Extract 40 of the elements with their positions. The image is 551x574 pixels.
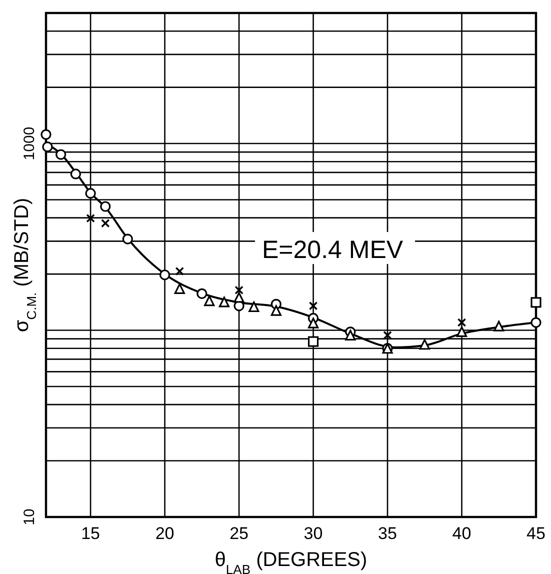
point: [345, 330, 356, 340]
point: [494, 320, 504, 332]
point: [218, 296, 230, 308]
point: [457, 318, 466, 327]
x-tick-label: 25: [230, 524, 248, 543]
point: [270, 305, 282, 316]
point: [308, 318, 319, 328]
y-tick-label: 10: [21, 508, 38, 526]
x-tick-label: 15: [81, 524, 100, 543]
point: [456, 326, 468, 338]
x-tick-label: 35: [378, 524, 397, 543]
point: [419, 339, 430, 350]
point: [308, 336, 319, 347]
x-tick-label: 20: [155, 524, 174, 543]
point: [86, 214, 95, 223]
point: [42, 142, 53, 152]
point: [122, 234, 133, 244]
point: [196, 288, 208, 299]
point: [100, 218, 110, 228]
point: [159, 270, 170, 280]
x-axis-title: θ$_{LAB}$ (DEGREES): [214, 549, 368, 574]
point: [308, 302, 318, 310]
point: [70, 168, 81, 180]
x-tick-label: 40: [452, 524, 472, 543]
point: [40, 129, 52, 140]
point: [100, 201, 111, 212]
point: [234, 286, 244, 295]
point: [85, 188, 96, 199]
point: [56, 149, 66, 160]
point: [248, 301, 260, 312]
y-tick-label: 1000: [21, 126, 38, 160]
point: [234, 292, 244, 303]
point: [530, 297, 542, 308]
point: [530, 317, 542, 328]
point: [204, 296, 215, 306]
x-tick-label: 30: [304, 524, 323, 543]
point: [175, 266, 184, 276]
annotation: E=20.4 MEV: [262, 236, 404, 264]
x-tick-label: 45: [526, 524, 546, 543]
point: [174, 283, 185, 294]
